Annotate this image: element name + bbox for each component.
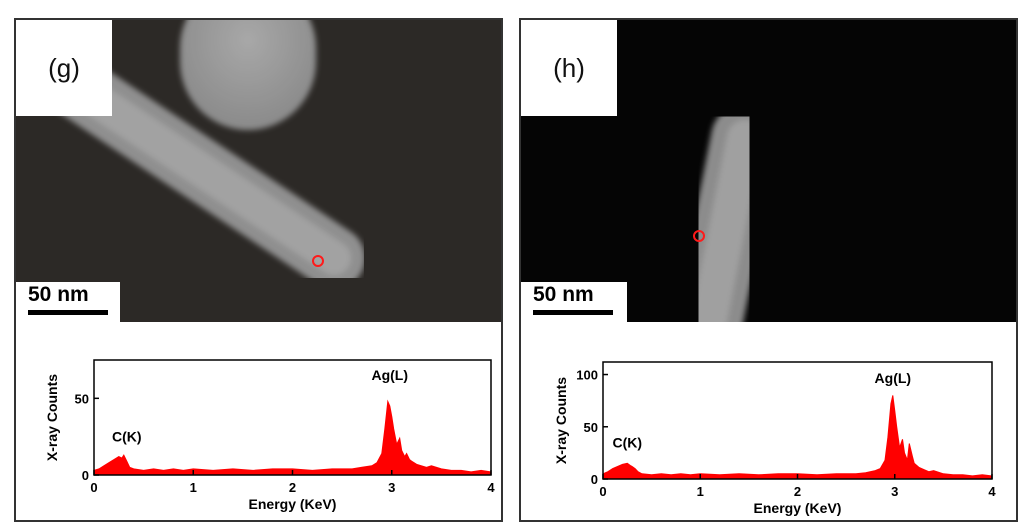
scale-bar-label-h: 50 nm xyxy=(533,283,594,306)
x-axis-label: Energy (KeV) xyxy=(249,496,337,512)
scale-bar-line-h xyxy=(533,310,613,315)
panel-label-g: (g) xyxy=(16,20,112,116)
peak-annotation: Ag(L) xyxy=(371,367,408,383)
scale-bar-line-g xyxy=(28,310,108,315)
micrograph-g: (g) 50 nm xyxy=(16,20,501,322)
y-tick-label: 50 xyxy=(584,420,598,435)
x-tick-label: 1 xyxy=(190,480,197,495)
eds-spectrum-h: 0 1 2 3 4 0 50 100 Energy (KeV) X-ray Counts C(K) A… xyxy=(521,322,1016,520)
figure-panel-h: (h) 50 nm 0 1 2 3 4 0 50 100 Energy (KeV) X-ray C… xyxy=(519,18,1018,522)
spectrum-series xyxy=(602,395,993,480)
y-tick-label: 0 xyxy=(82,468,89,483)
y-axis-label: X-ray Counts xyxy=(553,377,569,464)
peak-annotation: C(K) xyxy=(613,435,643,451)
x-tick-label: 1 xyxy=(697,484,704,499)
x-tick-label: 3 xyxy=(891,484,898,499)
scale-bar-h: 50 nm xyxy=(521,282,627,322)
eds-chart-h: 0 1 2 3 4 0 50 100 Energy (KeV) X-ray Counts C(K) A… xyxy=(553,361,996,516)
peak-annotation: Ag(L) xyxy=(875,370,912,386)
scale-bar-g: 50 nm xyxy=(16,282,120,322)
plot-frame xyxy=(93,359,492,476)
x-tick-label: 2 xyxy=(289,480,296,495)
micrograph-image-g xyxy=(16,20,501,322)
x-tick-label: 0 xyxy=(90,480,97,495)
x-axis-label: Energy (KeV) xyxy=(754,500,842,516)
y-tick-label: 100 xyxy=(576,368,598,383)
nanoparticle-g xyxy=(180,20,316,130)
micrograph-h: (h) 50 nm xyxy=(521,20,1016,322)
peak-annotation: C(K) xyxy=(112,428,142,444)
probe-marker-h xyxy=(693,230,705,242)
figure-panel-g: (g) 50 nm 0 1 2 3 4 0 50 Energy (KeV) X-ray Coun… xyxy=(14,18,503,522)
y-tick-label: 0 xyxy=(591,472,598,487)
probe-marker-g xyxy=(312,255,324,267)
eds-spectrum-g: 0 1 2 3 4 0 50 Energy (KeV) X-ray Counts C(K) Ag(L… xyxy=(16,322,501,520)
x-tick-label: 0 xyxy=(599,484,606,499)
plot-frame xyxy=(602,361,993,480)
panel-label-h: (h) xyxy=(521,20,617,116)
x-tick-label: 4 xyxy=(988,484,996,499)
nanorod-h xyxy=(673,104,779,322)
y-axis-label: X-ray Counts xyxy=(44,374,60,461)
x-tick-label: 4 xyxy=(487,480,495,495)
spectrum-series xyxy=(93,399,492,476)
x-tick-label: 2 xyxy=(794,484,801,499)
x-tick-label: 3 xyxy=(388,480,395,495)
scale-bar-label-g: 50 nm xyxy=(28,283,89,306)
eds-chart-g: 0 1 2 3 4 0 50 Energy (KeV) X-ray Counts C(K) Ag(L… xyxy=(44,359,495,512)
y-tick-label: 50 xyxy=(75,391,89,406)
